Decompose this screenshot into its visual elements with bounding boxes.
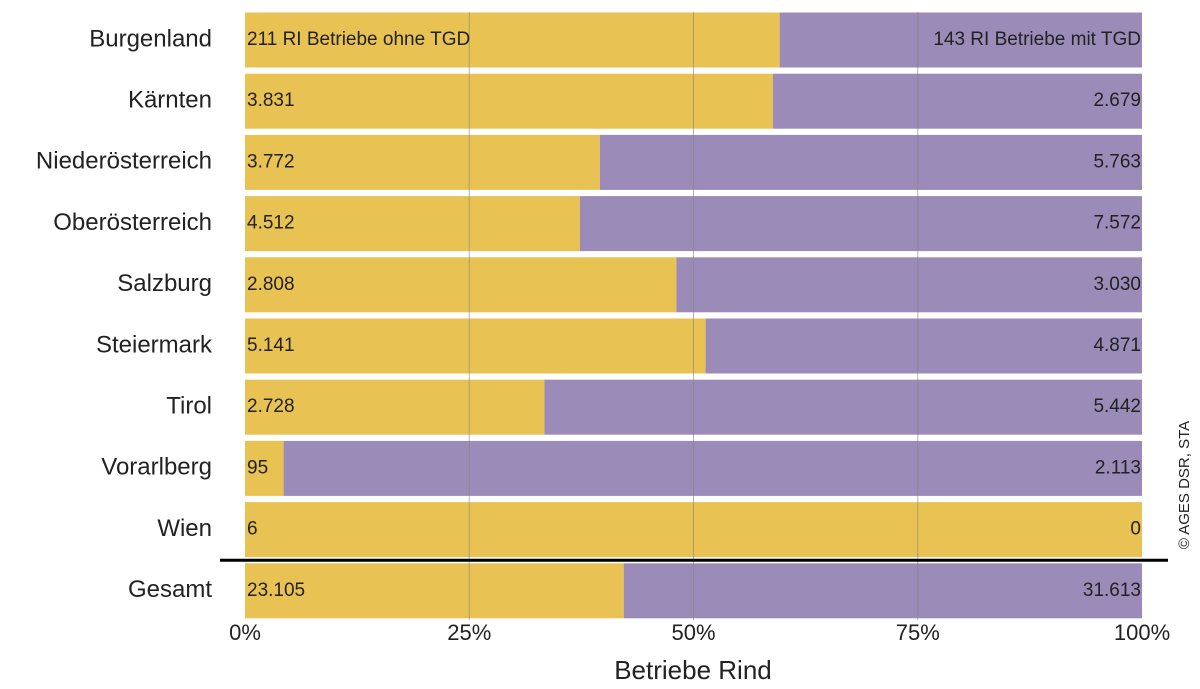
bar-segment (772, 73, 1142, 129)
y-tick-label: Wien (157, 515, 212, 542)
y-tick-label: Steiermark (96, 331, 213, 358)
value-label: 143 RI Betriebe mit TGD (933, 29, 1141, 50)
y-tick-label: Burgenland (89, 25, 212, 52)
bar-segment (283, 440, 1142, 496)
x-axis-title: Betriebe Rind (614, 655, 772, 685)
bar-segment (599, 134, 1142, 190)
value-label: 2.728 (247, 396, 295, 417)
y-tick-label: Oberösterreich (53, 209, 212, 236)
source-note: © AGES DSR, STA (1176, 421, 1193, 549)
x-tick-label: 100% (1114, 620, 1170, 645)
bar-segment (245, 379, 545, 435)
value-label: 95 (247, 457, 268, 478)
x-tick-label: 0% (229, 620, 261, 645)
value-label: 3.831 (247, 90, 295, 111)
bar-segment (544, 379, 1142, 435)
y-tick-label: Tirol (166, 393, 212, 420)
value-label: 5.141 (247, 335, 295, 356)
value-label: 4.512 (247, 213, 295, 234)
y-tick-label: Gesamt (128, 576, 212, 603)
bar-segment (245, 318, 706, 374)
bar-segment (245, 196, 580, 252)
x-tick-label: 50% (671, 620, 715, 645)
bar-segment (245, 440, 284, 496)
value-label: 2.808 (247, 274, 295, 295)
value-label: 23.105 (247, 580, 305, 601)
bar-segment (779, 12, 1142, 68)
bar-segment (676, 257, 1142, 313)
value-label: 5.442 (1093, 396, 1141, 417)
value-label: 2.679 (1093, 90, 1141, 111)
y-tick-label: Vorarlberg (101, 454, 212, 481)
bar-segment (245, 73, 773, 129)
bar-segment (245, 563, 624, 619)
bar-segment (705, 318, 1142, 374)
value-label: 4.871 (1093, 335, 1141, 356)
bar-segment (245, 257, 677, 313)
bar-segment (245, 134, 600, 190)
value-label: 211 RI Betriebe ohne TGD (247, 29, 470, 50)
y-tick-label: Salzburg (117, 270, 212, 297)
value-label: 3.772 (247, 151, 295, 172)
bar-segment (623, 563, 1142, 619)
value-label: 0 (1130, 519, 1141, 540)
y-tick-label: Kärnten (128, 87, 212, 114)
value-label: 5.763 (1093, 151, 1141, 172)
y-tick-label: Niederösterreich (36, 148, 212, 175)
bar-segment (579, 196, 1142, 252)
value-label: 3.030 (1093, 274, 1141, 295)
bar-segment (245, 12, 780, 68)
x-tick-label: 75% (896, 620, 940, 645)
value-label: 31.613 (1083, 580, 1141, 601)
value-label: 2.113 (1095, 457, 1141, 478)
x-tick-label: 25% (447, 620, 491, 645)
value-label: 7.572 (1093, 213, 1141, 234)
value-label: 6 (247, 519, 258, 540)
